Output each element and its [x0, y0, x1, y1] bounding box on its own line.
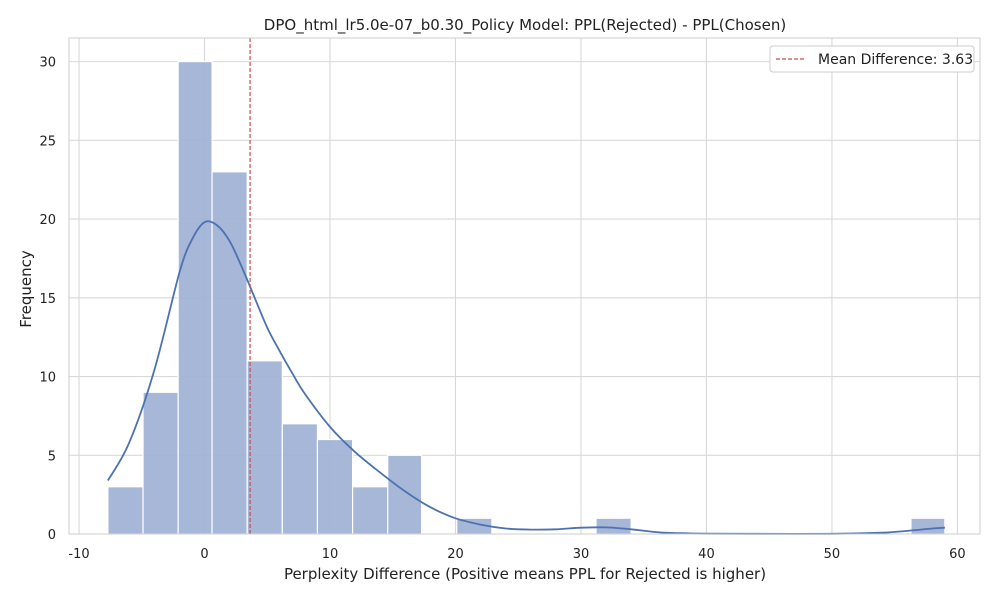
y-tick-label: 25 [39, 134, 56, 149]
histogram-bar [107, 486, 144, 535]
plot-frame [68, 37, 981, 535]
histogram-bar [246, 360, 283, 535]
histogram-bars [107, 61, 946, 535]
histogram-bar [351, 486, 389, 535]
y-tick-label: 30 [39, 56, 56, 71]
y-tick-label: 0 [48, 528, 56, 543]
histogram-bar [316, 438, 354, 535]
y-tick-label: 10 [39, 371, 56, 386]
x-tick-label: 10 [322, 547, 339, 562]
y-tick-label: 5 [48, 449, 56, 464]
histogram-bar [595, 517, 632, 535]
tick-labels: -10 0 10 20 30 40 50 60 0 5 10 15 20 25 30 [39, 56, 965, 562]
legend-box [769, 45, 975, 73]
x-tick-label: 40 [698, 547, 715, 562]
x-tick-label: 0 [200, 547, 208, 562]
y-tick-label: 20 [39, 213, 56, 228]
y-tick-label: 15 [39, 292, 56, 307]
legend-mean-label: Mean Difference: 3.63 [818, 52, 973, 68]
chart-title: DPO_html_lr5.0e-07_b0.30_Policy Model: P… [264, 16, 786, 35]
x-tick-label: 30 [573, 547, 590, 562]
legend: Mean Difference: 3.63 [769, 45, 975, 73]
x-tick-label: 60 [949, 547, 966, 562]
histogram-bar [177, 61, 213, 535]
x-tick-label: -10 [68, 547, 89, 562]
histogram-bar [142, 391, 179, 535]
histogram-bar [281, 423, 319, 535]
histogram-bar [387, 454, 423, 535]
x-tick-label: 20 [447, 547, 464, 562]
x-axis-label: Perplexity Difference (Positive means PP… [284, 565, 766, 583]
x-tick-label: 50 [824, 547, 841, 562]
y-axis-label: Frequency [17, 250, 35, 328]
histogram-bar [211, 171, 248, 535]
histogram-bar [910, 517, 946, 535]
